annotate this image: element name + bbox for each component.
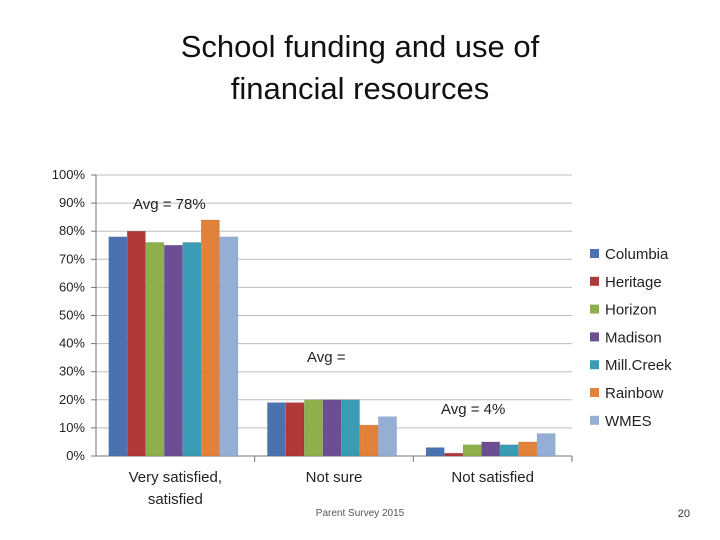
bar [163, 245, 183, 457]
bar [425, 447, 445, 457]
x-category-label: Very satisfied, [129, 469, 222, 486]
chart-title: School funding and use of financial reso… [120, 26, 600, 110]
legend-swatch [590, 304, 599, 314]
avg-annotation: Avg = 78% [133, 196, 206, 213]
legend-label: Madison [605, 329, 662, 346]
bar [182, 242, 202, 457]
footer-text: Parent Survey 2015 [315, 508, 405, 519]
legend-swatch [590, 276, 599, 286]
legend-label: Heritage [605, 274, 662, 291]
y-tick-label: 10% [59, 420, 85, 435]
y-tick-label: 0% [66, 448, 85, 463]
avg-annotation: Avg = 4% [441, 401, 505, 418]
y-tick-label: 40% [59, 336, 85, 351]
bar [536, 433, 556, 457]
bar [145, 242, 165, 457]
avg-annotation: Avg = [307, 349, 346, 366]
bar [341, 399, 360, 457]
title-line-2: financial resources [230, 71, 490, 106]
x-category-label: Not sure [306, 469, 363, 486]
y-tick-label: 90% [59, 195, 85, 210]
bar [499, 444, 519, 457]
legend-label: Rainbow [605, 385, 664, 402]
bar [481, 441, 501, 457]
legend-label: WMES [605, 413, 652, 430]
legend-swatch [590, 332, 599, 342]
y-tick-label: 60% [59, 279, 85, 294]
bar [126, 230, 146, 457]
y-tick-label: 80% [59, 223, 85, 238]
bar [462, 444, 482, 457]
legend-swatch [590, 388, 599, 397]
legend-swatch [590, 415, 599, 425]
bar [108, 236, 128, 457]
x-category-label: Not satisfied [451, 469, 534, 486]
y-tick-label: 20% [59, 392, 85, 407]
y-tick-label: 70% [59, 251, 85, 266]
legend-label: Horizon [605, 302, 657, 319]
bar [444, 452, 464, 457]
bar [200, 219, 220, 457]
legend-swatch [590, 249, 599, 258]
x-category-label: satisfied [148, 491, 203, 508]
legend-label: Columbia [605, 246, 669, 263]
bar [267, 402, 286, 457]
legend-swatch [590, 360, 599, 370]
title-line-1: School funding and use of [180, 29, 540, 64]
bar [378, 416, 397, 457]
legend-label: Mill.Creek [605, 357, 672, 374]
page-number: 20 [677, 508, 690, 520]
bar [322, 399, 342, 457]
bar [285, 402, 305, 457]
y-tick-label: 100% [52, 167, 86, 182]
bar [359, 424, 379, 457]
y-tick-label: 50% [59, 308, 85, 323]
y-tick-label: 30% [59, 364, 85, 379]
bar [304, 399, 323, 457]
bar [518, 441, 538, 457]
bar [219, 236, 239, 457]
